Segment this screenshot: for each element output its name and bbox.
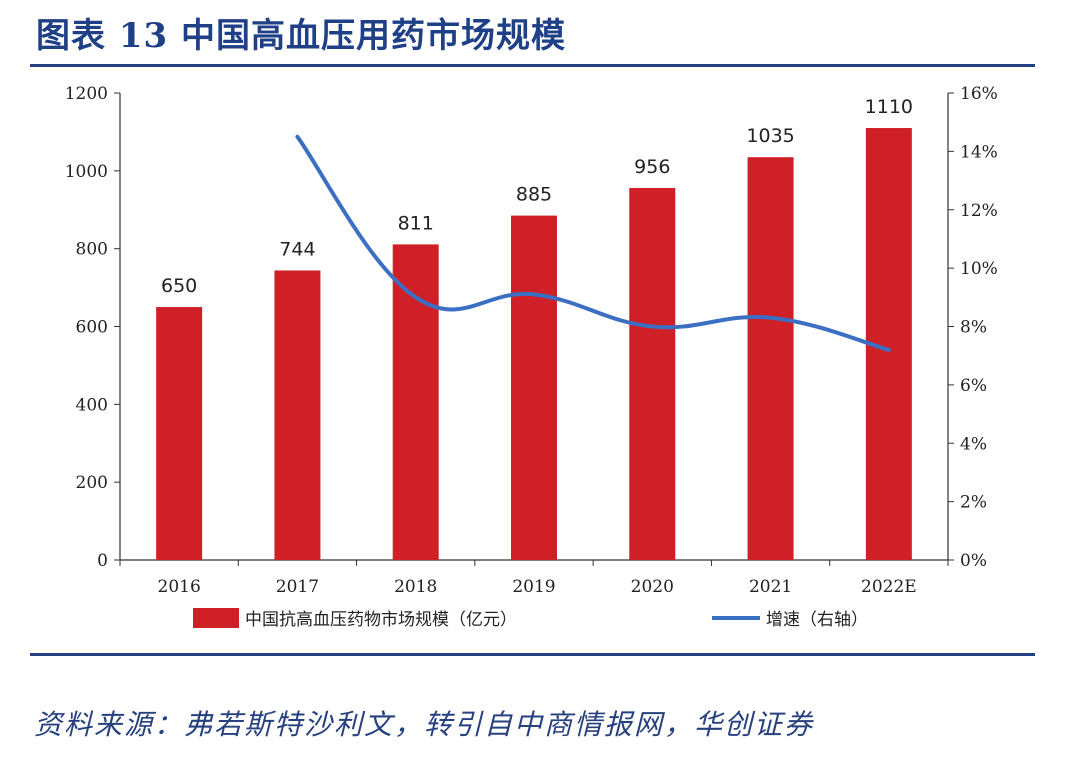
x-tick-label: 2021 bbox=[749, 577, 792, 597]
y2-tick-label: 12% bbox=[960, 201, 998, 221]
bars-group: 650 744 811 885 956 1035 1110 bbox=[156, 96, 913, 560]
axes: 0 200 400 600 800 1000 1200 0% 2% 4% 6% 8% 10% 12% 14%… bbox=[65, 84, 998, 597]
bar-data-label: 1035 bbox=[746, 125, 794, 147]
y2-tick-label: 14% bbox=[960, 142, 998, 162]
y2-tick-label: 16% bbox=[960, 84, 998, 104]
bar bbox=[629, 187, 676, 560]
y2-tick-label: 0% bbox=[960, 551, 987, 571]
bar bbox=[392, 244, 439, 560]
legend-bar-swatch bbox=[193, 608, 239, 628]
x-tick-label: 2019 bbox=[512, 577, 555, 597]
y-tick-label: 800 bbox=[76, 240, 108, 260]
x-tick-label: 2016 bbox=[158, 577, 201, 597]
top-divider bbox=[30, 64, 1035, 67]
x-tick-label: 2018 bbox=[394, 577, 437, 597]
y2-tick-label: 8% bbox=[960, 318, 987, 338]
bar-data-label: 1110 bbox=[865, 96, 913, 118]
legend-bar-label: 中国抗高血压药物市场规模（亿元） bbox=[245, 610, 517, 630]
y-tick-label: 400 bbox=[76, 395, 108, 415]
bar-data-label: 956 bbox=[634, 156, 670, 178]
source-note: 资料来源：弗若斯特沙利文，转引自中商情报网，华创证券 bbox=[34, 708, 815, 741]
growth-line-group bbox=[295, 134, 891, 352]
y2-tick-label: 2% bbox=[960, 493, 987, 513]
y2-tick-label: 6% bbox=[960, 376, 987, 396]
chart-canvas: 0 200 400 600 800 1000 1200 0% 2% 4% 6% 8% 10% 12% 14%… bbox=[65, 84, 998, 630]
bar-data-label: 885 bbox=[516, 184, 552, 206]
x-tick-label: 2017 bbox=[276, 577, 319, 597]
bottom-divider bbox=[30, 653, 1035, 656]
y-tick-label: 0 bbox=[97, 551, 108, 571]
legend-line-label: 增速（右轴） bbox=[766, 610, 868, 630]
y2-tick-label: 4% bbox=[960, 434, 987, 454]
bar-data-label: 650 bbox=[161, 275, 197, 297]
bar bbox=[511, 215, 557, 560]
legend: 中国抗高血压药物市场规模（亿元） 增速（右轴） bbox=[193, 608, 868, 630]
y-tick-label: 600 bbox=[76, 318, 108, 338]
y-tick-label: 1200 bbox=[65, 84, 108, 104]
y-tick-label: 1000 bbox=[65, 162, 108, 182]
x-tick-label: 2020 bbox=[631, 577, 674, 597]
bar bbox=[747, 157, 794, 560]
x-tick-label: 2022E bbox=[861, 577, 917, 597]
bar-data-label: 744 bbox=[279, 238, 315, 260]
bar-data-label: 811 bbox=[398, 212, 434, 234]
growth-line bbox=[295, 134, 891, 352]
y-tick-label: 200 bbox=[76, 473, 108, 493]
chart-title: 图表 13 中国高血压用药市场规模 bbox=[36, 16, 566, 56]
bar bbox=[274, 270, 321, 560]
y2-tick-label: 10% bbox=[960, 259, 998, 279]
bar bbox=[156, 307, 203, 560]
